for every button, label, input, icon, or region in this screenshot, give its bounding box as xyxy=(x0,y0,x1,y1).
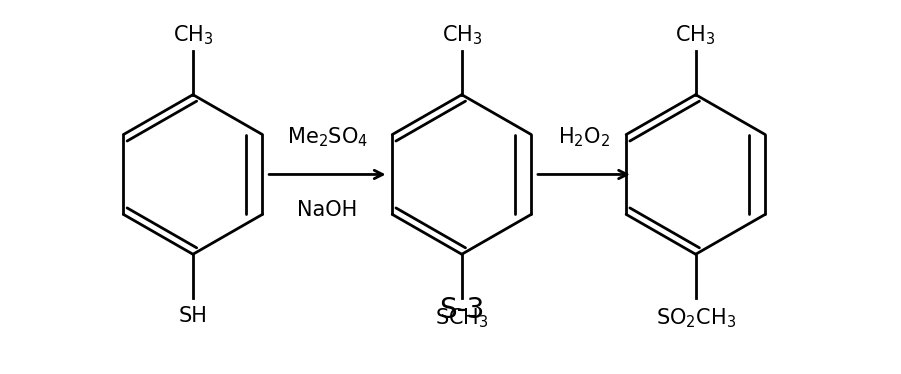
Text: CH$_3$: CH$_3$ xyxy=(441,23,482,47)
Text: Me$_2$SO$_4$: Me$_2$SO$_4$ xyxy=(287,125,368,148)
Text: CH$_3$: CH$_3$ xyxy=(676,23,716,47)
Text: S-3: S-3 xyxy=(439,296,485,324)
Text: NaOH: NaOH xyxy=(297,200,358,220)
Text: SO$_2$CH$_3$: SO$_2$CH$_3$ xyxy=(656,306,736,330)
Text: CH$_3$: CH$_3$ xyxy=(173,23,214,47)
Text: SH: SH xyxy=(178,306,207,326)
Text: H$_2$O$_2$: H$_2$O$_2$ xyxy=(558,125,610,148)
Text: SCH$_3$: SCH$_3$ xyxy=(435,306,488,330)
